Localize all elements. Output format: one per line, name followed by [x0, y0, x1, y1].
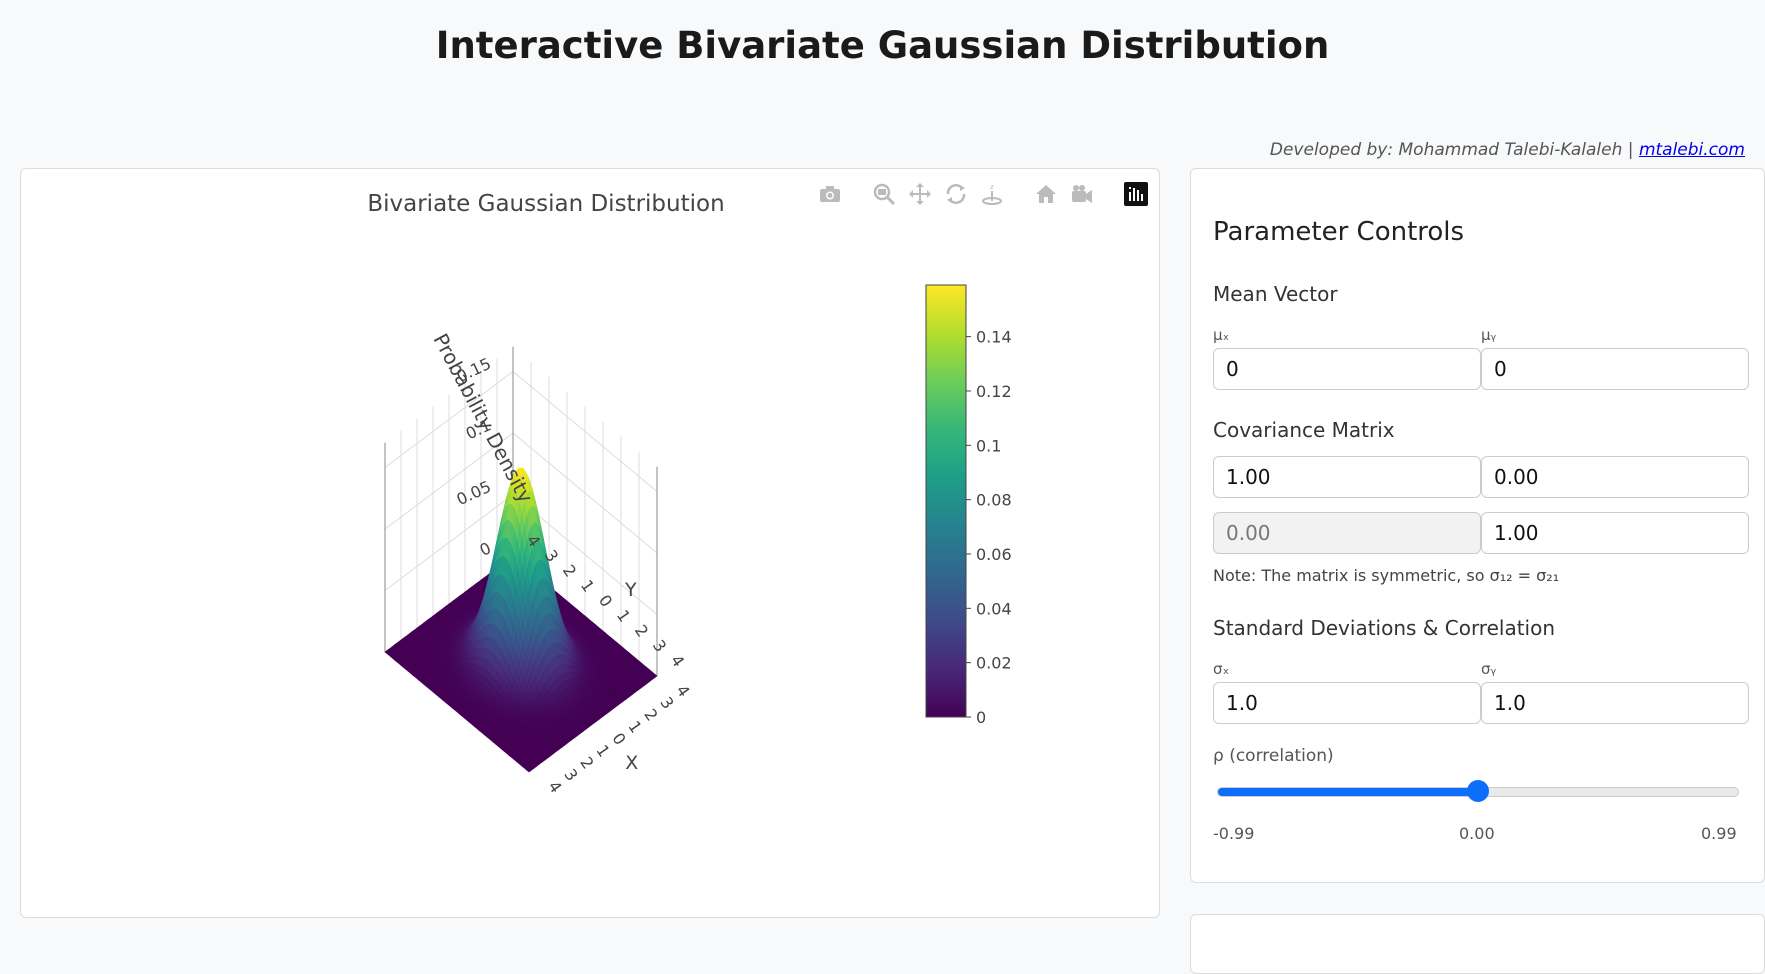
x-tick-label: 4 — [544, 777, 565, 796]
symmetry-note: Note: The matrix is symmetric, so σ₁₂ = … — [1213, 566, 1559, 585]
zoom-icon[interactable] — [869, 179, 899, 209]
colorbar-tick-label: 0.02 — [976, 654, 1012, 673]
mu-y-label: μᵧ — [1481, 326, 1496, 344]
mu-x-label: μₓ — [1213, 326, 1229, 344]
x-axis-title: X — [625, 752, 638, 774]
rho-label: ρ (correlation) — [1213, 746, 1334, 766]
pan-icon[interactable] — [905, 179, 935, 209]
credit-text: Developed by: Mohammad Talebi-Kalaleh | — [1270, 140, 1639, 160]
reset-home-icon[interactable] — [1031, 179, 1061, 209]
y-tick-label: 3 — [649, 636, 670, 655]
covariance-heading: Covariance Matrix — [1213, 418, 1395, 442]
reset-camera-icon[interactable] — [1067, 179, 1097, 209]
colorbar-tick-label: 0.08 — [976, 491, 1012, 510]
plotly-logo-icon[interactable] — [1121, 179, 1151, 209]
sigma-y-label: σᵧ — [1481, 660, 1496, 678]
colorbar — [926, 285, 966, 717]
colorbar-tick-label: 0.12 — [976, 382, 1012, 401]
y-axis-title: Y — [624, 579, 637, 601]
cov-11-input[interactable] — [1213, 456, 1481, 498]
turntable-rotation-icon[interactable]: z — [977, 179, 1007, 209]
y-tick-label: 2 — [559, 561, 580, 580]
y-tick-label: 1 — [613, 606, 634, 625]
mean-vector-heading: Mean Vector — [1213, 282, 1338, 306]
mu-y-input[interactable] — [1481, 348, 1749, 390]
developer-credit: Developed by: Mohammad Talebi-Kalaleh | … — [1270, 140, 1745, 160]
credit-link[interactable]: mtalebi.com — [1639, 140, 1745, 160]
sigma-y-input[interactable] — [1481, 682, 1749, 724]
mu-x-input[interactable] — [1213, 348, 1481, 390]
y-tick-label: 2 — [631, 621, 652, 640]
colorbar-tick-label: 0.04 — [976, 599, 1012, 618]
rho-slider-thumb[interactable] — [1467, 780, 1489, 802]
camera-icon[interactable] — [815, 179, 845, 209]
rho-slider-fill — [1218, 788, 1478, 796]
y-tick-label: 4 — [667, 651, 688, 670]
colorbar-tick-label: 0.06 — [976, 545, 1012, 564]
chart-title: Bivariate Gaussian Distribution — [367, 191, 724, 217]
z-tick-label: 0 — [477, 538, 494, 560]
sigma-x-input[interactable] — [1213, 682, 1481, 724]
std-dev-heading: Standard Deviations & Correlation — [1213, 616, 1555, 640]
cov-22-input[interactable] — [1481, 512, 1749, 554]
rho-max-label: 0.99 — [1701, 824, 1737, 843]
sigma-x-label: σₓ — [1213, 660, 1229, 678]
page-title: Interactive Bivariate Gaussian Distribut… — [0, 24, 1765, 67]
svg-text:z: z — [990, 183, 994, 191]
panel-heading: Parameter Controls — [1213, 217, 1464, 247]
cov-21-input — [1213, 512, 1481, 554]
surface-plot[interactable]: Bivariate Gaussian Distribution432101234… — [21, 169, 1160, 918]
colorbar-tick-label: 0.14 — [976, 328, 1012, 347]
rho-mid-label: 0.00 — [1459, 824, 1495, 843]
z-tick-label: 0.05 — [454, 477, 494, 509]
cov-12-input[interactable] — [1481, 456, 1749, 498]
secondary-panel — [1190, 914, 1765, 974]
colorbar-tick-label: 0.1 — [976, 436, 1001, 455]
rho-min-label: -0.99 — [1213, 824, 1254, 843]
orbit-rotation-icon[interactable] — [941, 179, 971, 209]
parameter-panel: Parameter Controls Mean Vector μₓ μᵧ Cov… — [1190, 168, 1765, 883]
colorbar-tick-label: 0 — [976, 708, 986, 727]
y-tick-label: 0 — [595, 591, 616, 610]
rho-slider[interactable] — [1217, 787, 1739, 797]
plot-modebar: z — [815, 179, 1151, 209]
y-tick-label: 1 — [577, 576, 598, 595]
